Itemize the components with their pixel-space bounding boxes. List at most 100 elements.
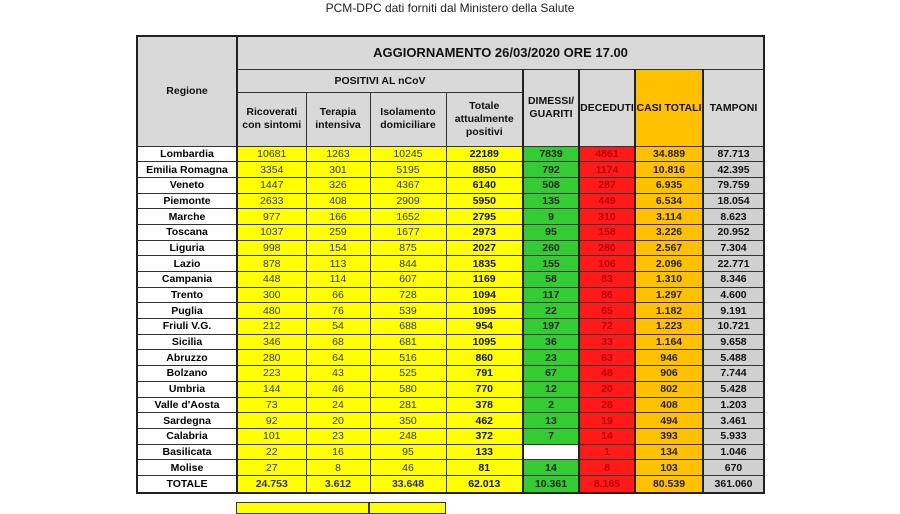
- table-row: Emilia Romagna 3354 301 5195 8850 792 1174 10.8…: [136, 161, 765, 178]
- totale-positivi-cell: 1835: [445, 255, 524, 272]
- isolamento-cell: 516: [369, 349, 447, 367]
- terapia-intensiva-cell: 64: [305, 349, 371, 367]
- region-name-cell: Campania: [136, 271, 238, 288]
- region-name-cell: Basilicata: [136, 443, 238, 461]
- ricoverati-cell: 24.753: [236, 474, 307, 494]
- ricoverati-cell: 144: [236, 380, 307, 398]
- table-row: Lombardia 10681 1263 10245 22189 7839 4861 34.8…: [136, 145, 765, 163]
- isolamento-cell: 688: [369, 318, 447, 335]
- casi-totali-cell: 80.539: [634, 474, 704, 494]
- dimessi-guariti-cell: 7: [522, 427, 580, 445]
- isolamento-cell: 248: [369, 427, 447, 445]
- header-terapia: Terapia intensiva: [305, 91, 371, 147]
- dimessi-guariti-cell: 7839: [522, 145, 580, 163]
- totale-positivi-cell: 2973: [445, 223, 524, 241]
- casi-totali-cell: 494: [634, 412, 704, 429]
- terapia-intensiva-cell: 114: [305, 271, 371, 288]
- tamponi-cell: 361.060: [702, 474, 765, 494]
- casi-totali-cell: 1.182: [634, 302, 704, 320]
- deceduti-cell: 20: [578, 380, 636, 398]
- totale-positivi-cell: 860: [445, 349, 524, 367]
- ricoverati-cell: 1037: [236, 223, 307, 241]
- casi-totali-cell: 802: [634, 380, 704, 398]
- isolamento-cell: 350: [369, 412, 447, 429]
- region-name-cell: Bolzano: [136, 365, 238, 382]
- tamponi-cell: 79.759: [702, 176, 765, 194]
- deceduti-cell: 28: [578, 396, 636, 414]
- ricoverati-cell: 92: [236, 412, 307, 429]
- header-regione: Regione: [136, 35, 238, 147]
- deceduti-cell: 83: [578, 271, 636, 288]
- tamponi-cell: 9.191: [702, 302, 765, 320]
- deceduti-cell: 449: [578, 192, 636, 210]
- isolamento-cell: 5195: [369, 161, 447, 178]
- tamponi-cell: 9.658: [702, 333, 765, 351]
- totale-positivi-cell: 1169: [445, 271, 524, 288]
- isolamento-cell: 580: [369, 380, 447, 398]
- casi-totali-cell: 103: [634, 459, 704, 476]
- dimessi-guariti-cell: 58: [522, 271, 580, 288]
- region-name-cell: Lombardia: [136, 145, 238, 163]
- isolamento-cell: 33.648: [369, 474, 447, 494]
- region-name-cell: Lazio: [136, 255, 238, 272]
- tamponi-cell: 7.304: [702, 239, 765, 257]
- deceduti-cell: 72: [578, 318, 636, 335]
- ricoverati-cell: 280: [236, 349, 307, 367]
- casi-totali-cell: 1.164: [634, 333, 704, 351]
- dimessi-guariti-cell: 9: [522, 208, 580, 225]
- ricoverati-cell: 10681: [236, 145, 307, 163]
- header-deceduti: DECEDUTI: [578, 68, 636, 147]
- dimessi-guariti-cell: [522, 443, 580, 461]
- tamponi-cell: 5.488: [702, 349, 765, 367]
- ricoverati-cell: 977: [236, 208, 307, 225]
- tamponi-cell: 4.600: [702, 286, 765, 304]
- totale-positivi-cell: 378: [445, 396, 524, 414]
- terapia-intensiva-cell: 23: [305, 427, 371, 445]
- dimessi-guariti-cell: 14: [522, 459, 580, 476]
- deceduti-cell: 1174: [578, 161, 636, 178]
- tamponi-cell: 87.713: [702, 145, 765, 163]
- deceduti-cell: 280: [578, 239, 636, 257]
- dimessi-guariti-cell: 13: [522, 412, 580, 429]
- dimessi-guariti-cell: 12: [522, 380, 580, 398]
- totale-positivi-cell: 8850: [445, 161, 524, 178]
- dimessi-guariti-cell: 95: [522, 223, 580, 241]
- dimessi-guariti-cell: 135: [522, 192, 580, 210]
- tamponi-cell: 8.623: [702, 208, 765, 225]
- table-row: Friuli V.G. 212 54 688 954 197 72 1.223 10.721: [136, 318, 765, 335]
- casi-totali-cell: 906: [634, 365, 704, 382]
- deceduti-cell: 33: [578, 333, 636, 351]
- region-name-cell: Molise: [136, 459, 238, 476]
- terapia-intensiva-cell: 1263: [305, 145, 371, 163]
- casi-totali-cell: 2.567: [634, 239, 704, 257]
- totale-positivi-cell: 133: [445, 443, 524, 461]
- terapia-intensiva-cell: 68: [305, 333, 371, 351]
- dimessi-guariti-cell: 10.361: [522, 474, 580, 494]
- caption: PCM-DPC dati forniti dal Ministero della…: [325, 1, 575, 15]
- deceduti-cell: 19: [578, 412, 636, 429]
- isolamento-cell: 2909: [369, 192, 447, 210]
- tamponi-cell: 7.744: [702, 365, 765, 382]
- region-name-cell: Puglia: [136, 302, 238, 320]
- region-name-cell: Valle d'Aosta: [136, 396, 238, 414]
- region-name-cell: Sardegna: [136, 412, 238, 429]
- table-row: Liguria 998 154 875 2027 260 280 2.567 7.304: [136, 239, 765, 257]
- dimessi-guariti-cell: 508: [522, 176, 580, 194]
- deceduti-cell: 14: [578, 427, 636, 445]
- region-name-cell: Umbria: [136, 380, 238, 398]
- region-name-cell: Trento: [136, 286, 238, 304]
- ricoverati-cell: 101: [236, 427, 307, 445]
- region-name-cell: Veneto: [136, 176, 238, 194]
- terapia-intensiva-cell: 166: [305, 208, 371, 225]
- totale-positivi-cell: 462: [445, 412, 524, 429]
- terapia-intensiva-cell: 46: [305, 380, 371, 398]
- table-row: Trento 300 66 728 1094 117 86 1.297 4.600: [136, 286, 765, 304]
- dimessi-guariti-cell: 792: [522, 161, 580, 178]
- deceduti-cell: 8: [578, 459, 636, 476]
- terapia-intensiva-cell: 54: [305, 318, 371, 335]
- casi-totali-cell: 1.297: [634, 286, 704, 304]
- region-name-cell: Liguria: [136, 239, 238, 257]
- deceduti-cell: 86: [578, 286, 636, 304]
- tamponi-cell: 3.461: [702, 412, 765, 429]
- isolamento-cell: 539: [369, 302, 447, 320]
